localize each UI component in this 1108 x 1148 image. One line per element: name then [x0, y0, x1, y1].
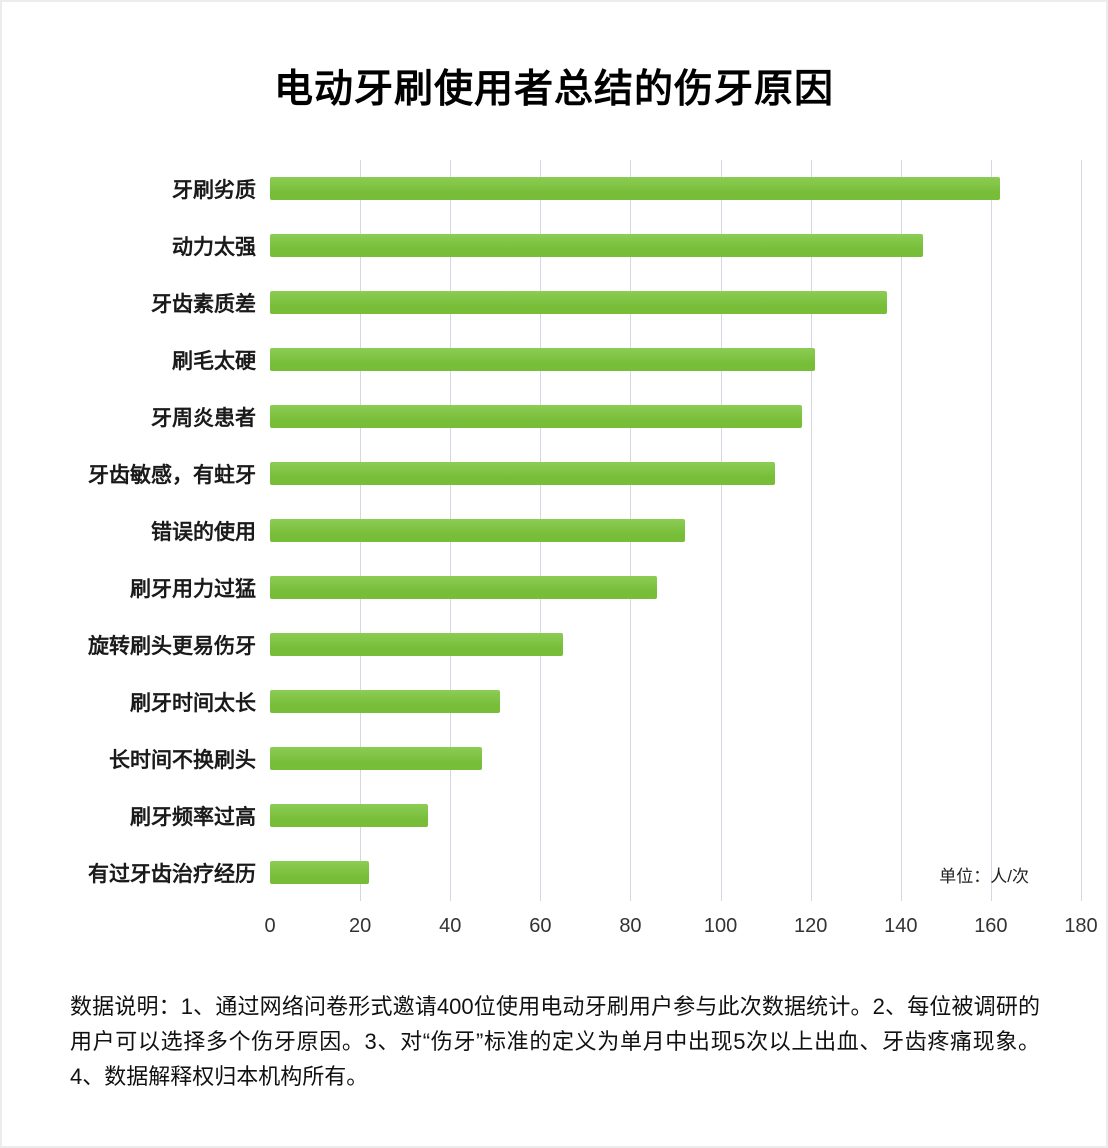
unit-label: 单位：人/次	[939, 867, 1029, 886]
chart-row: 刷毛太硬	[70, 331, 1081, 388]
bar	[270, 348, 816, 371]
category-label: 刷牙频率过高	[130, 805, 256, 829]
x-tick-label: 20	[348, 915, 372, 937]
category-label: 刷牙用力过猛	[130, 577, 256, 601]
bar	[270, 690, 500, 713]
chart-row: 牙齿敏感，有蛀牙	[70, 445, 1081, 502]
bar-track	[270, 234, 1081, 257]
category-label: 牙周炎患者	[151, 406, 256, 430]
x-tick-label: 80	[619, 915, 642, 937]
x-tick-label: 0	[264, 915, 276, 937]
chart-row: 牙周炎患者	[70, 388, 1081, 445]
x-tick-label: 160	[974, 915, 1008, 937]
category-label: 错误的使用	[151, 520, 256, 544]
bar-track	[270, 462, 1081, 485]
bar	[270, 576, 658, 599]
category-label: 有过牙齿治疗经历	[88, 862, 256, 886]
chart-row: 刷牙用力过猛	[70, 559, 1081, 616]
chart-row: 长时间不换刷头	[70, 730, 1081, 787]
chart-title: 电动牙刷使用者总结的伤牙原因	[273, 68, 834, 111]
bar-track	[270, 177, 1081, 200]
x-tick-label: 120	[793, 915, 828, 937]
gridline	[1081, 160, 1082, 901]
category-label: 动力太强	[172, 235, 256, 259]
chart-row: 刷牙频率过高	[70, 787, 1081, 844]
bar-track	[270, 348, 1081, 371]
bar	[270, 519, 685, 542]
bar	[270, 291, 888, 314]
bar	[270, 462, 775, 485]
category-label: 牙齿敏感，有蛀牙	[88, 463, 256, 487]
bar	[270, 177, 1000, 200]
footnote-text: 数据说明：1、通过网络问卷形式邀请400位使用电动牙刷用户参与此次数据统计。2、…	[70, 994, 1040, 1090]
category-label: 旋转刷头更易伤牙	[88, 634, 256, 658]
chart-row: 有过牙齿治疗经历	[70, 844, 1081, 901]
chart-row: 牙齿素质差	[70, 274, 1081, 331]
bar-track	[270, 519, 1081, 542]
bar	[270, 861, 370, 884]
category-label: 牙刷劣质	[172, 178, 256, 202]
category-label: 牙齿素质差	[151, 292, 256, 316]
bar	[270, 405, 802, 428]
bar	[270, 633, 563, 656]
category-label: 刷毛太硬	[172, 349, 256, 373]
bar-track	[270, 747, 1081, 770]
bar	[270, 747, 482, 770]
category-label: 刷牙时间太长	[130, 691, 256, 715]
chart-rows: 牙刷劣质动力太强牙齿素质差刷毛太硬牙周炎患者牙齿敏感，有蛀牙错误的使用刷牙用力过…	[70, 160, 1081, 901]
chart-row: 错误的使用	[70, 502, 1081, 559]
x-tick-label: 180	[1064, 915, 1098, 937]
x-tick-label: 100	[703, 915, 738, 937]
chart-row: 旋转刷头更易伤牙	[70, 616, 1081, 673]
chart-row: 刷牙时间太长	[70, 673, 1081, 730]
bar-chart: 牙刷劣质动力太强牙齿素质差刷毛太硬牙周炎患者牙齿敏感，有蛀牙错误的使用刷牙用力过…	[70, 160, 1098, 947]
bar-track	[270, 804, 1081, 827]
bar	[270, 234, 924, 257]
x-axis: 0 20 40 60 80 100 120 140 160 180	[264, 901, 1097, 947]
bar-track	[270, 861, 1081, 884]
bar-track	[270, 633, 1081, 656]
bar	[270, 804, 428, 827]
bar-track	[270, 405, 1081, 428]
bar-track	[270, 576, 1081, 599]
chart-row: 动力太强	[70, 217, 1081, 274]
x-tick-label: 60	[529, 915, 552, 937]
chart-row: 牙刷劣质	[70, 160, 1081, 217]
category-label: 长时间不换刷头	[109, 748, 256, 772]
bar-track	[270, 690, 1081, 713]
bar-track	[270, 291, 1081, 314]
x-tick-label: 40	[439, 915, 462, 937]
x-tick-label: 140	[884, 915, 918, 937]
